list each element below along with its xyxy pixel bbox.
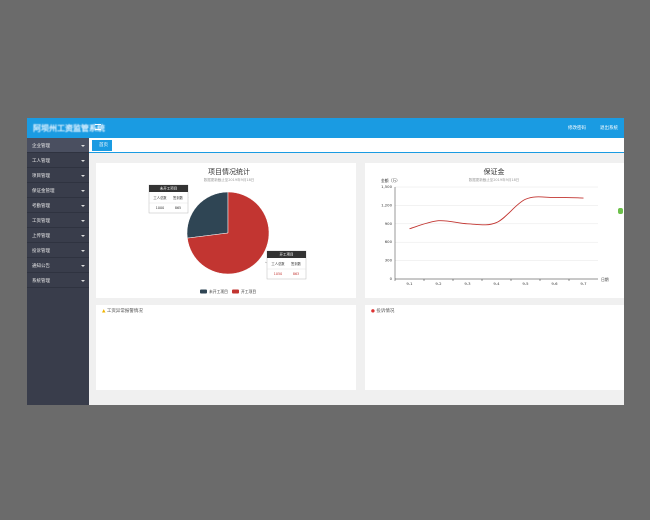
- top-bar: 阿坝州工资监管系统 修改密码 退出系统: [27, 118, 624, 138]
- tooltip-cell: 1050: [274, 272, 282, 276]
- x-tick-label: 9-1: [406, 281, 413, 286]
- menu-label: 工人管理: [32, 159, 50, 164]
- x-tick-label: 9-4: [493, 281, 500, 286]
- menu-label: 工资管理: [32, 219, 50, 224]
- x-tick-label: 9-3: [464, 281, 471, 286]
- change-password[interactable]: 修改密码: [568, 126, 586, 131]
- menu-caret: [81, 205, 85, 207]
- menu-caret: [81, 235, 85, 237]
- y-tick-label: 1,500: [381, 184, 392, 189]
- legend-swatch: [200, 289, 207, 294]
- tooltip-col-header: 工人总数: [271, 261, 285, 266]
- tab-bar: 首页: [89, 138, 624, 153]
- tooltip-col-header: 工人总数: [153, 195, 167, 200]
- menu-label: 考勤管理: [32, 204, 50, 209]
- panel: [365, 163, 624, 298]
- pie-slice: [187, 191, 270, 275]
- menu-toggle[interactable]: [95, 124, 101, 130]
- tooltip-pointer: [264, 261, 268, 264]
- menu-caret: [81, 250, 85, 252]
- panel: ● 投诉情况: [365, 305, 624, 390]
- tooltip-cell: 1000: [156, 206, 164, 210]
- menu-caret: [81, 175, 85, 177]
- menu-item[interactable]: 保证金管理: [27, 183, 89, 198]
- menu-item[interactable]: 工资管理: [27, 213, 89, 228]
- menu-item[interactable]: 通知公告: [27, 258, 89, 273]
- panel-title: ▲ 工资异常报警情况: [102, 308, 143, 314]
- panel-title-text: 工资异常报警情况: [106, 309, 143, 314]
- tooltip-header: [267, 251, 306, 258]
- menu-caret: [81, 265, 85, 267]
- menu-caret: [81, 160, 85, 162]
- tooltip-col-header: 签到数: [291, 261, 302, 266]
- sidebar: 企业管理工人管理项目管理保证金管理考勤管理工资管理上传管理投诉管理通知公告系统管…: [27, 138, 89, 405]
- menu-label: 投诉管理: [32, 249, 50, 254]
- menu-label: 企业管理: [32, 144, 50, 149]
- logo: 阿坝州工资监管系统: [33, 124, 105, 133]
- menu-item[interactable]: 系统管理: [27, 273, 89, 288]
- pie-slice: [186, 191, 229, 239]
- y-tick-label: 300: [385, 258, 393, 263]
- line-series: [409, 196, 584, 230]
- x-axis-title: 日期: [601, 277, 609, 282]
- menu-label: 保证金管理: [32, 189, 55, 194]
- panel-title-text: 投诉情况: [376, 309, 395, 314]
- panel: ▲ 工资异常报警情况: [96, 305, 356, 390]
- y-tick-label: 0: [390, 276, 393, 281]
- menu-item[interactable]: 考勤管理: [27, 198, 89, 213]
- menu-label: 项目管理: [32, 174, 50, 179]
- menu-item[interactable]: 项目管理: [27, 168, 89, 183]
- tooltip-cell: 865: [175, 206, 181, 210]
- side-widget[interactable]: [616, 203, 624, 219]
- y-axis-title: 金额（万）: [381, 178, 400, 183]
- widget-icon: [618, 208, 623, 214]
- legend-swatch: [232, 289, 239, 294]
- chart-title: 项目情况统计: [208, 167, 250, 176]
- menu-label: 系统管理: [32, 279, 50, 284]
- legend-label: 未开工项目: [209, 289, 228, 294]
- tooltip-header: [149, 185, 188, 192]
- tooltip-title: 开工项目: [280, 252, 294, 257]
- chart-subtitle: 数据更新截止至2019年9月18日: [204, 177, 255, 182]
- warning-icon: ▲: [102, 309, 107, 314]
- menu-caret: [81, 220, 85, 222]
- menu-caret: [81, 190, 85, 192]
- x-tick-label: 9-5: [522, 281, 529, 286]
- tooltip-cell: 863: [293, 272, 299, 276]
- logout[interactable]: 退出系统: [600, 126, 618, 131]
- chart-subtitle: 数据更新截止至2019年9月18日: [469, 177, 520, 182]
- y-tick-label: 600: [385, 239, 393, 244]
- x-tick-label: 9-2: [435, 281, 442, 286]
- menu-item[interactable]: 企业管理: [27, 138, 89, 153]
- menu-item[interactable]: 投诉管理: [27, 243, 89, 258]
- y-tick-label: 1,200: [381, 202, 392, 207]
- menu-label: 上传管理: [32, 234, 50, 239]
- legend-label: 开工项目: [241, 289, 256, 294]
- tab[interactable]: 首页: [92, 140, 112, 151]
- x-tick-label: 9-6: [551, 281, 558, 286]
- menu-caret: [81, 145, 85, 147]
- tooltip-title: 未开工项目: [160, 186, 178, 191]
- menu-label: 通知公告: [32, 264, 50, 269]
- menu-caret: [81, 280, 85, 282]
- menu-item[interactable]: 工人管理: [27, 153, 89, 168]
- chart-title: 保证金: [484, 167, 505, 176]
- complaint-icon: ●: [371, 309, 377, 314]
- tooltip-col-header: 签到数: [173, 195, 184, 200]
- panel-title: ● 投诉情况: [371, 308, 394, 314]
- menu-item[interactable]: 上传管理: [27, 228, 89, 243]
- y-tick-label: 900: [385, 221, 393, 226]
- x-tick-label: 9-7: [580, 281, 587, 286]
